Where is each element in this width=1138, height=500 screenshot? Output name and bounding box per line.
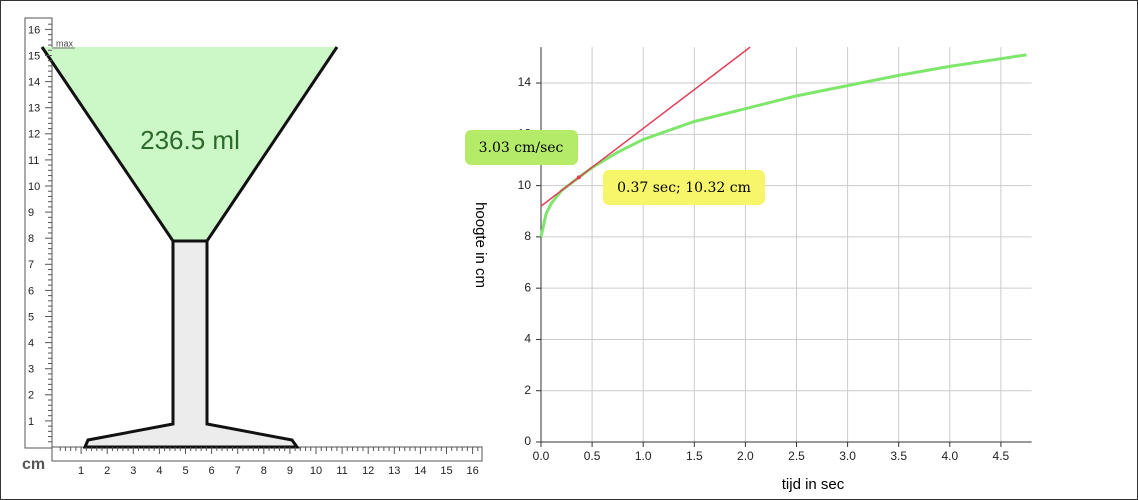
tangent-line <box>540 46 751 207</box>
ruler-label: 16 <box>466 465 478 477</box>
ruler-label: 6 <box>209 465 215 477</box>
ruler-label: 3 <box>130 465 136 477</box>
ruler-label: 5 <box>28 311 34 323</box>
x-tick-label: 0.0 <box>533 449 550 463</box>
ruler-label: 1 <box>78 465 84 477</box>
x-tick-label: 2.5 <box>788 449 805 463</box>
x-tick-label: 4.0 <box>941 449 958 463</box>
max-label: max <box>56 38 74 48</box>
ruler-label: 3 <box>28 364 34 376</box>
horizontal-ruler <box>51 446 483 462</box>
ruler-label: 10 <box>28 181 40 193</box>
ruler-label: 9 <box>28 207 34 219</box>
x-tick-label: 3.5 <box>890 449 907 463</box>
x-tick-label: 0.5 <box>584 449 601 463</box>
ruler-label: 1 <box>28 416 34 428</box>
x-tick-label: 4.5 <box>993 449 1010 463</box>
y-axis-label: hoogte in cm <box>472 202 489 288</box>
ruler-label: 2 <box>28 390 34 402</box>
ruler-label: 4 <box>156 465 162 477</box>
x-axis-label: tijd in sec <box>782 476 845 493</box>
y-tick-label: 10 <box>518 178 532 192</box>
x-tick-label: 1.5 <box>686 449 703 463</box>
y-tick-label: 4 <box>524 332 531 346</box>
ruler-label: 15 <box>28 50 40 62</box>
ruler-label: 9 <box>287 465 293 477</box>
ruler-label: 13 <box>28 103 40 115</box>
stem-base <box>82 239 300 449</box>
ruler-label: 6 <box>28 285 34 297</box>
ruler-label: 10 <box>310 465 322 477</box>
ruler-label: 13 <box>388 465 400 477</box>
tangent-point <box>576 175 581 180</box>
ruler-label: 2 <box>104 465 110 477</box>
liquid <box>42 47 337 241</box>
y-tick-label: 2 <box>524 383 531 397</box>
vertical-ruler <box>24 17 53 449</box>
ruler-label: 7 <box>28 259 34 271</box>
ruler-label: 7 <box>235 465 241 477</box>
glass-panel: 236.5 ml max cm <box>22 17 483 473</box>
point-label: 0.37 sec; 10.32 cm <box>617 180 751 196</box>
ruler-label: 14 <box>414 465 426 477</box>
volume: 236.5 ml <box>140 125 240 155</box>
ruler-label: 8 <box>261 465 267 477</box>
ruler-label: 11 <box>336 465 347 477</box>
ruler-label: 16 <box>28 24 40 36</box>
ruler-label: 11 <box>28 155 39 167</box>
slope-box <box>465 130 578 165</box>
ruler-label: 12 <box>362 465 374 477</box>
ruler-label: 14 <box>28 77 40 89</box>
unit: cm <box>22 456 45 473</box>
x-tick-label: 2.0 <box>737 449 754 463</box>
slope-label: 3.03 cm/sec <box>479 140 564 156</box>
ruler-label: 4 <box>28 338 34 350</box>
ruler-label: 15 <box>440 465 452 477</box>
point-box <box>603 170 765 205</box>
curve <box>539 53 1027 238</box>
y-tick-label: 8 <box>524 229 531 243</box>
y-tick-label: 6 <box>524 280 531 294</box>
x-tick-label: 1.0 <box>635 449 652 463</box>
ruler-label: 8 <box>28 233 34 245</box>
y-tick-label: 14 <box>518 75 532 89</box>
x-tick-label: 3.0 <box>839 449 856 463</box>
y-tick-label: 0 <box>524 434 531 448</box>
ruler-label: 5 <box>182 465 188 477</box>
ruler-label: 12 <box>28 129 40 141</box>
